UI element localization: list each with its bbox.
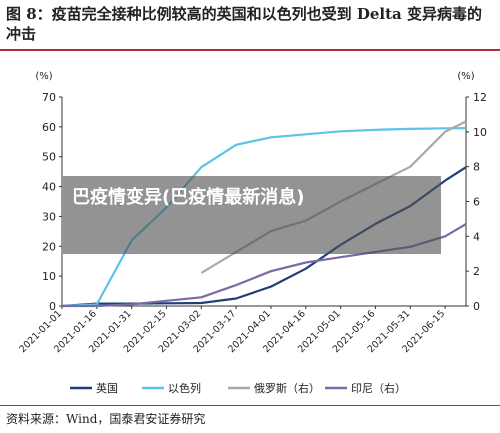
legend-label: 英国: [96, 381, 118, 395]
left-tick-label: 10: [42, 270, 56, 283]
right-tick-label: 12: [473, 91, 487, 104]
right-tick-label: 4: [473, 230, 480, 243]
right-tick-label: 8: [473, 161, 480, 174]
line-chart: (%) (%)0102030405060700246810122021-01-01…: [17, 71, 487, 395]
left-tick-label: 50: [42, 151, 56, 164]
watermark-banner: [63, 176, 441, 254]
right-tick-label: 10: [473, 126, 487, 139]
legend-label: 以色列: [168, 381, 201, 395]
left-tick-label: 40: [42, 181, 56, 194]
right-axis-unit: (%): [457, 71, 474, 82]
left-tick-label: 20: [42, 240, 56, 253]
left-tick-label: 70: [42, 91, 56, 104]
right-tick-label: 6: [473, 196, 480, 209]
title-divider: [0, 49, 500, 51]
source-note: 资料来源：Wind，国泰君安证券研究: [6, 412, 206, 426]
left-tick-label: 0: [49, 300, 56, 313]
watermark-text: 巴疫情变异(巴疫情最新消息): [72, 187, 305, 208]
left-tick-label: 30: [42, 210, 56, 223]
left-axis-unit: (%): [35, 71, 52, 82]
right-tick-label: 0: [473, 300, 480, 313]
chart-title: 图 8：疫苗完全接种比例较高的英国和以色列也受到 Delta 变异病毒的冲击: [6, 5, 483, 43]
right-tick-label: 2: [473, 265, 480, 278]
source-divider: [0, 405, 500, 406]
legend-label: 印尼（右）: [351, 381, 406, 395]
legend-label: 俄罗斯（右）: [254, 381, 320, 395]
left-tick-label: 60: [42, 121, 56, 134]
